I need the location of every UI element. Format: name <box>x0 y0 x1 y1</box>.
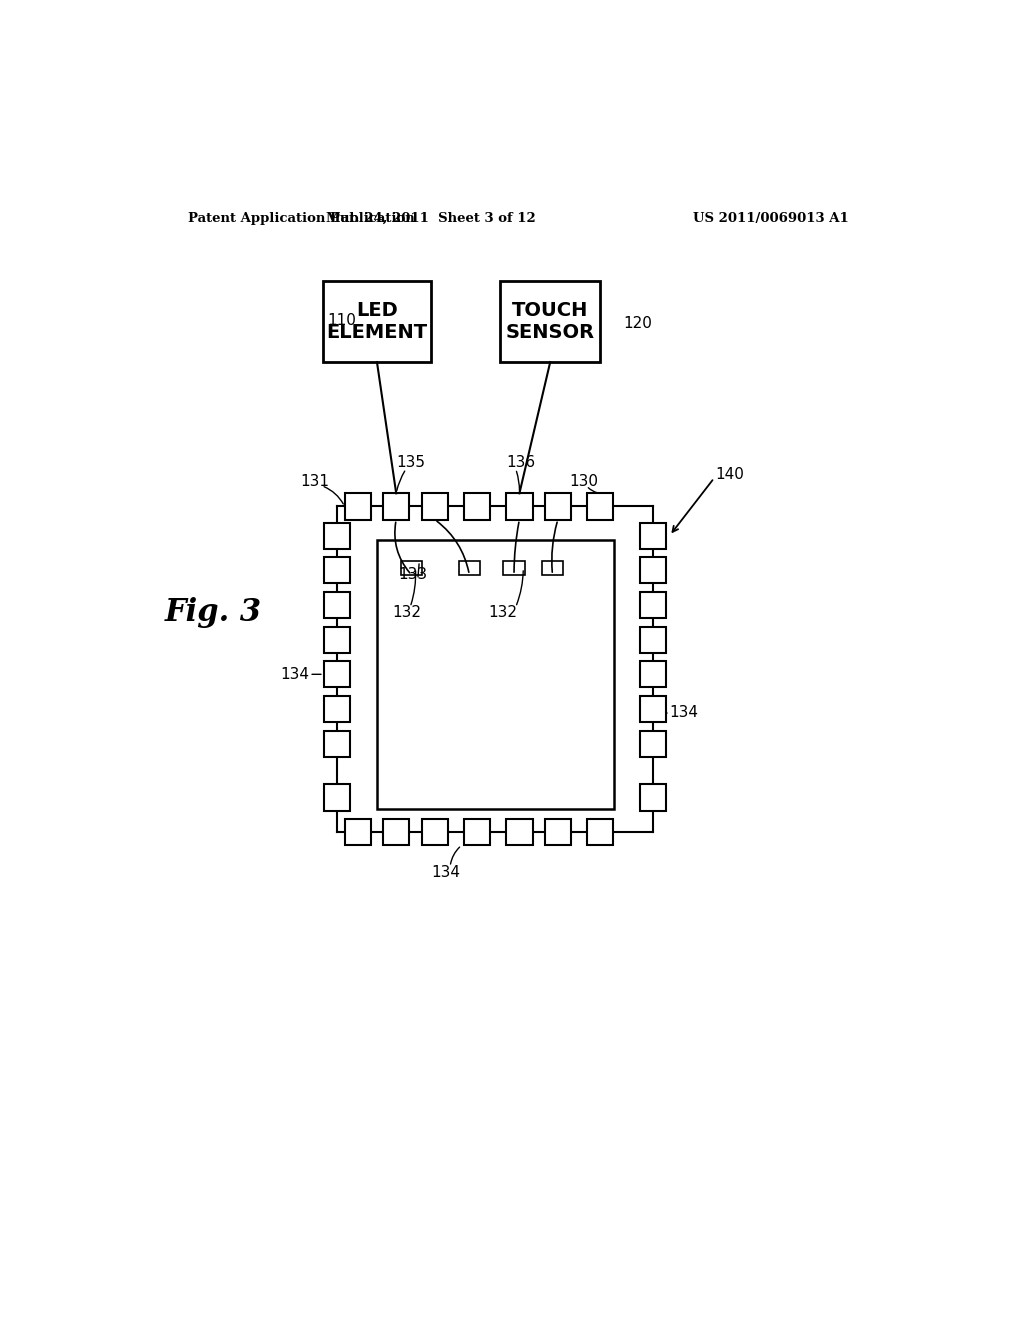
Bar <box>640 784 666 810</box>
Text: 110: 110 <box>327 313 355 327</box>
Bar <box>324 557 350 583</box>
Bar <box>345 818 371 845</box>
Bar <box>324 627 350 653</box>
Text: 134: 134 <box>431 866 460 880</box>
Bar <box>383 818 410 845</box>
Text: 133: 133 <box>398 566 428 582</box>
Bar <box>383 494 410 520</box>
Text: 120: 120 <box>624 317 652 331</box>
Text: 135: 135 <box>396 455 425 470</box>
Text: 132: 132 <box>487 605 517 620</box>
Bar <box>545 818 571 845</box>
Text: 134: 134 <box>670 705 698 721</box>
Text: Patent Application Publication: Patent Application Publication <box>188 213 415 224</box>
Bar <box>640 627 666 653</box>
Bar <box>324 661 350 688</box>
Bar <box>640 730 666 756</box>
Bar <box>324 696 350 722</box>
Text: 130: 130 <box>569 474 598 490</box>
Text: 131: 131 <box>300 474 329 490</box>
Bar <box>640 661 666 688</box>
Bar <box>422 818 447 845</box>
Text: 134: 134 <box>281 667 309 682</box>
Bar <box>324 730 350 756</box>
Bar <box>587 494 613 520</box>
Text: 136: 136 <box>506 455 536 470</box>
Bar <box>640 591 666 618</box>
Bar <box>345 494 371 520</box>
Text: TOUCH
SENSOR: TOUCH SENSOR <box>506 301 595 342</box>
Bar <box>464 494 490 520</box>
Bar <box>459 561 480 576</box>
Bar <box>503 561 524 576</box>
Text: Mar. 24, 2011  Sheet 3 of 12: Mar. 24, 2011 Sheet 3 of 12 <box>326 213 536 224</box>
Bar <box>640 523 666 549</box>
Bar <box>506 494 532 520</box>
Bar <box>324 523 350 549</box>
Bar <box>640 557 666 583</box>
Bar <box>324 591 350 618</box>
Text: 132: 132 <box>392 605 421 620</box>
Bar <box>400 561 422 576</box>
Bar <box>542 561 563 576</box>
Bar <box>422 494 447 520</box>
Bar <box>324 784 350 810</box>
Text: 140: 140 <box>716 466 744 482</box>
Bar <box>464 818 490 845</box>
Bar <box>640 696 666 722</box>
Bar <box>323 281 431 362</box>
Text: US 2011/0069013 A1: US 2011/0069013 A1 <box>692 213 849 224</box>
Bar <box>506 818 532 845</box>
Bar <box>545 494 571 520</box>
Bar <box>587 818 613 845</box>
Text: Fig. 3: Fig. 3 <box>165 597 262 628</box>
Bar <box>377 540 614 809</box>
Text: LED
ELEMENT: LED ELEMENT <box>327 301 428 342</box>
Bar <box>500 281 600 362</box>
